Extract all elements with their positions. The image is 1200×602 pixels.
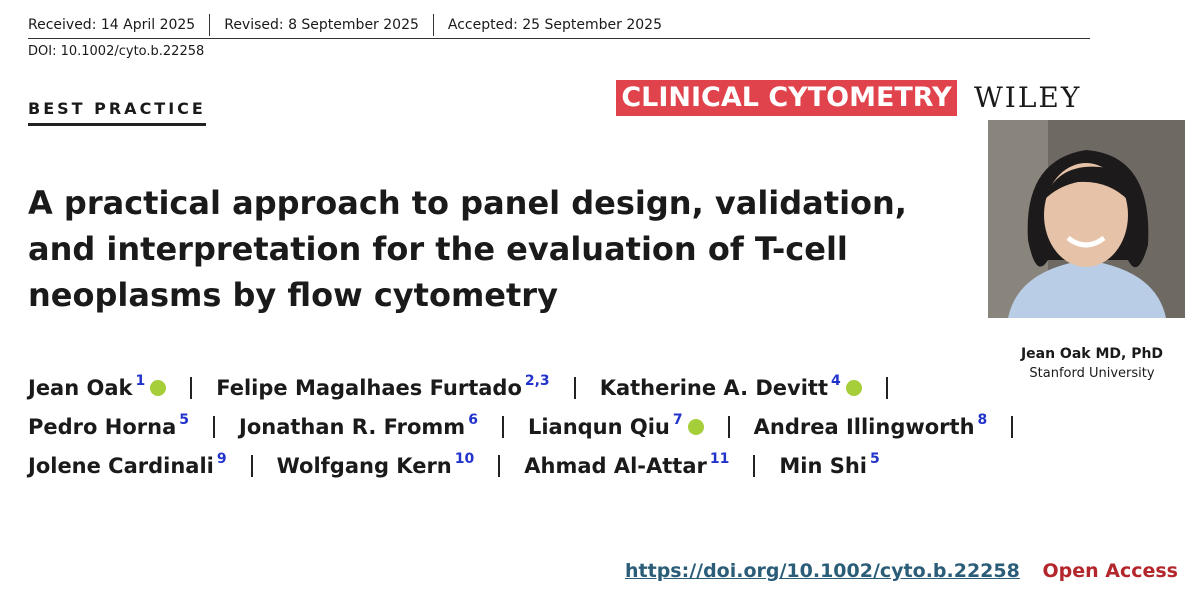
orcid-icon xyxy=(150,379,167,396)
author: Jolene Cardinali 9 xyxy=(28,450,227,478)
presenter-photo xyxy=(988,120,1185,318)
author-line: Pedro Horna 5 Jonathan R. Fromm 6 Lianqun Qi… xyxy=(28,407,1037,446)
author-name: Ahmad Al-Attar xyxy=(524,453,707,478)
affiliation-number: 8 xyxy=(977,411,988,428)
author: Felipe Magalhaes Furtado 2,3 xyxy=(216,372,550,400)
author-name: Felipe Magalhaes Furtado xyxy=(216,375,522,400)
doi: DOI: 10.1002/cyto.b.22258 xyxy=(28,44,205,59)
author-name: Jolene Cardinali xyxy=(28,453,214,478)
presenter-affiliation: Stanford University xyxy=(1029,366,1155,381)
separator xyxy=(885,376,888,399)
author-line: Jolene Cardinali 9 Wolfgang Kern 10 Ahmad Al… xyxy=(28,446,1037,485)
author: Pedro Horna 5 xyxy=(28,411,189,439)
author-line: Jean Oak 1 Felipe Magalhaes Furtado 2,3 Kath… xyxy=(28,368,1037,407)
article-type: BEST PRACTICE xyxy=(28,99,206,126)
separator xyxy=(1011,415,1014,438)
affiliation-number: 5 xyxy=(179,411,189,428)
affiliation-number: 2,3 xyxy=(524,372,550,389)
affiliation-number: 5 xyxy=(870,450,880,467)
affiliation-number: 1 xyxy=(135,372,146,389)
publisher-logo: WILEY xyxy=(974,81,1082,114)
separator xyxy=(213,415,215,438)
author: Katherine A. Devitt 4 xyxy=(599,372,862,400)
author-name: Pedro Horna xyxy=(28,414,177,439)
author: Jonathan R. Fromm 6 xyxy=(239,411,478,439)
received-date: Received: 14 April 2025 xyxy=(28,17,196,33)
open-access: Open Access xyxy=(1042,560,1178,582)
authors: Jean Oak 1 Felipe Magalhaes Furtado 2,3 Kath… xyxy=(28,368,1037,485)
author-name: Katherine A. Devitt xyxy=(599,375,828,400)
journal-logo: CLINICAL CYTOMETRY xyxy=(616,80,957,116)
author-name: Wolfgang Kern xyxy=(276,453,452,478)
orcid-icon xyxy=(687,418,704,435)
affiliation-number: 9 xyxy=(216,450,227,467)
affiliation-number: 10 xyxy=(454,450,475,467)
author-name: Lianqun Qiu xyxy=(527,414,670,439)
dates: Received: 14 April 2025 Revised: 8 Septe… xyxy=(28,14,676,36)
author: Jean Oak 1 xyxy=(28,372,167,400)
separator xyxy=(727,415,730,438)
footer: https://doi.org/10.1002/cyto.b.22258 Ope… xyxy=(625,560,1178,582)
presenter-name: Jean Oak MD, PhD xyxy=(1020,346,1164,362)
separator xyxy=(501,415,504,438)
author-name: Jonathan R. Fromm xyxy=(239,414,466,439)
author: Ahmad Al-Attar 11 xyxy=(524,450,730,478)
separator xyxy=(498,454,501,477)
revised-date: Revised: 8 September 2025 xyxy=(209,14,433,36)
separator xyxy=(573,376,576,399)
author: Lianqun Qiu 7 xyxy=(527,411,704,439)
author-name: Andrea Illingworth xyxy=(753,414,975,439)
affiliation-number: 7 xyxy=(672,411,683,428)
affiliation-number: 6 xyxy=(468,411,478,428)
separator xyxy=(190,376,193,399)
author-name: Min Shi xyxy=(779,453,867,478)
author: Wolfgang Kern 10 xyxy=(276,450,475,478)
accepted-date: Accepted: 25 September 2025 xyxy=(432,14,676,36)
affiliation-number: 4 xyxy=(831,372,841,389)
orcid-icon xyxy=(845,379,862,396)
separator xyxy=(250,454,253,477)
separator xyxy=(753,454,756,477)
author-name: Jean Oak xyxy=(28,375,133,400)
author: Andrea Illingworth 8 xyxy=(753,411,988,439)
affiliation-number: 11 xyxy=(709,450,730,467)
header-rule xyxy=(28,38,1090,39)
doi-link[interactable]: https://doi.org/10.1002/cyto.b.22258 xyxy=(625,560,1020,582)
author: Min Shi 5 xyxy=(779,450,880,478)
article-title: A practical approach to panel design, va… xyxy=(28,184,907,314)
presenter-caption: Jean Oak MD, PhD Stanford University xyxy=(992,346,1192,381)
